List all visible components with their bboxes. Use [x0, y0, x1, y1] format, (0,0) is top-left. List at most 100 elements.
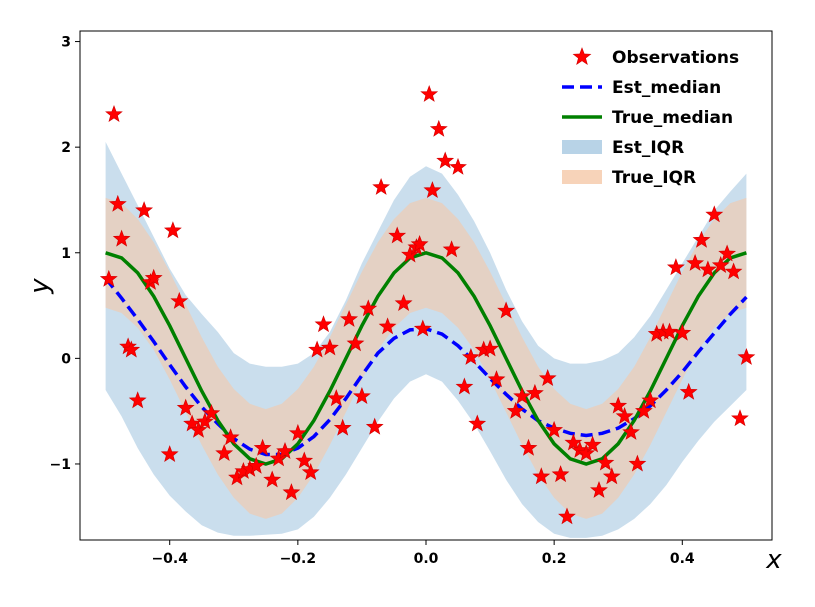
observation-point — [365, 417, 384, 435]
legend-band-swatch — [562, 170, 602, 184]
observation-point — [718, 244, 737, 262]
observation-point — [99, 269, 118, 287]
observation-point — [705, 205, 724, 223]
observation-point — [105, 105, 123, 122]
observation-point — [497, 301, 516, 319]
observation-point — [711, 256, 730, 273]
y-axis-label: y — [25, 278, 55, 295]
observation-point — [401, 245, 419, 263]
observation-point — [666, 258, 685, 276]
legend: Observations Est_median True_median Est_IQR… — [562, 47, 739, 188]
axes: −0.4 −0.2 0.0 0.2 0.4 −1 0 1 2 3 x y — [25, 30, 782, 575]
y-tick-label: 2 — [61, 140, 71, 156]
observation-point — [679, 382, 698, 400]
observation-point — [276, 441, 294, 459]
observation-point — [170, 291, 189, 309]
observation-point — [545, 420, 564, 438]
observation-point — [247, 456, 266, 474]
y-tick-label: 0 — [61, 351, 71, 367]
legend-band-swatch — [562, 140, 602, 154]
observation-point — [308, 340, 327, 358]
observations-layer — [99, 85, 756, 525]
y-tick-label: 1 — [61, 246, 71, 262]
legend-label: Est_IQR — [612, 138, 684, 158]
observation-point — [176, 398, 195, 416]
observation-point — [660, 322, 679, 340]
observation-point — [558, 507, 576, 525]
observation-point — [609, 396, 628, 414]
observation-point — [577, 444, 596, 461]
observation-point — [634, 401, 653, 419]
observation-point — [295, 451, 314, 469]
y-tick-label: 3 — [61, 35, 71, 51]
observation-point — [410, 234, 429, 252]
observation-point — [551, 465, 570, 483]
legend-label: True_IQR — [612, 168, 696, 188]
x-tick-label: 0.4 — [670, 551, 695, 567]
observation-point — [622, 422, 640, 440]
x-tick-label: 0.0 — [414, 551, 439, 567]
observation-point — [108, 194, 127, 212]
observation-point — [673, 323, 692, 341]
legend-observations-marker — [572, 47, 592, 65]
observation-point — [163, 221, 182, 239]
observation-point — [602, 467, 621, 485]
plot-inner — [104, 141, 748, 538]
observation-point — [160, 445, 179, 462]
observation-point — [144, 268, 163, 286]
observation-point — [641, 391, 660, 409]
observation-point — [420, 85, 439, 102]
observation-point — [513, 387, 532, 404]
observation-point — [686, 253, 705, 271]
observation-point — [128, 391, 147, 409]
observation-point — [731, 409, 749, 427]
observation-point — [692, 230, 711, 248]
observation-point — [461, 347, 480, 365]
legend-label: True_median — [612, 108, 733, 128]
observation-point — [583, 435, 602, 453]
observation-point — [346, 334, 365, 352]
observation-point — [327, 389, 346, 407]
observation-point — [429, 119, 448, 137]
observation-point — [196, 412, 214, 430]
observation-point — [378, 317, 397, 335]
observation-point — [449, 157, 467, 175]
true-iqr-band — [105, 197, 747, 519]
observation-point — [135, 201, 154, 219]
observation-point — [269, 449, 288, 467]
x-tick-label: −0.2 — [280, 551, 317, 567]
observation-point — [282, 483, 301, 501]
observation-point — [468, 414, 487, 432]
observation-point — [288, 423, 307, 441]
observation-point — [388, 226, 407, 244]
observation-point — [221, 428, 240, 446]
legend-label: Observations — [612, 48, 739, 68]
observation-point — [615, 407, 634, 424]
observation-point — [359, 299, 378, 317]
observation-point — [333, 418, 352, 436]
observation-point — [301, 463, 320, 480]
observation-point — [436, 151, 455, 169]
observation-point — [340, 309, 359, 327]
observation-point — [487, 370, 506, 388]
observation-point — [724, 262, 743, 280]
observation-point — [122, 340, 141, 358]
observation-point — [352, 387, 371, 404]
observation-point — [372, 177, 391, 195]
observation-point — [737, 347, 756, 365]
observation-point — [519, 438, 538, 456]
observation-point — [532, 467, 551, 485]
y-tick-label: −1 — [50, 457, 71, 473]
observation-point — [202, 403, 221, 421]
observation-point — [698, 260, 717, 278]
observation-point — [481, 339, 500, 357]
x-tick-label: −0.4 — [151, 551, 188, 567]
observation-point — [442, 240, 461, 258]
observation-point — [538, 369, 557, 386]
observation-point — [189, 420, 208, 438]
observation-point — [590, 481, 608, 498]
observation-point — [423, 181, 442, 198]
observation-point — [394, 294, 413, 311]
observation-point — [506, 401, 525, 419]
